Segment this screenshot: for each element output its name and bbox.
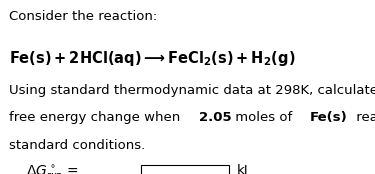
Text: react at: react at xyxy=(352,111,375,124)
Text: standard conditions.: standard conditions. xyxy=(9,139,146,152)
Text: free energy change when: free energy change when xyxy=(9,111,185,124)
FancyBboxPatch shape xyxy=(141,165,229,174)
Text: Using standard thermodynamic data at 298K, calculate the: Using standard thermodynamic data at 298… xyxy=(9,84,375,97)
Text: Fe(s): Fe(s) xyxy=(310,111,348,124)
Text: moles of: moles of xyxy=(231,111,297,124)
Text: kJ: kJ xyxy=(236,164,248,174)
Text: 2.05: 2.05 xyxy=(200,111,232,124)
Text: $\mathbf{Fe(s) + 2HCl(aq){\longrightarrow}FeCl_2(s) + H_2(g)}$: $\mathbf{Fe(s) + 2HCl(aq){\longrightarro… xyxy=(9,49,296,68)
Text: $\Delta G^\circ_{\mathrm{rxn}}$ =: $\Delta G^\circ_{\mathrm{rxn}}$ = xyxy=(26,164,80,174)
Text: Consider the reaction:: Consider the reaction: xyxy=(9,10,158,23)
